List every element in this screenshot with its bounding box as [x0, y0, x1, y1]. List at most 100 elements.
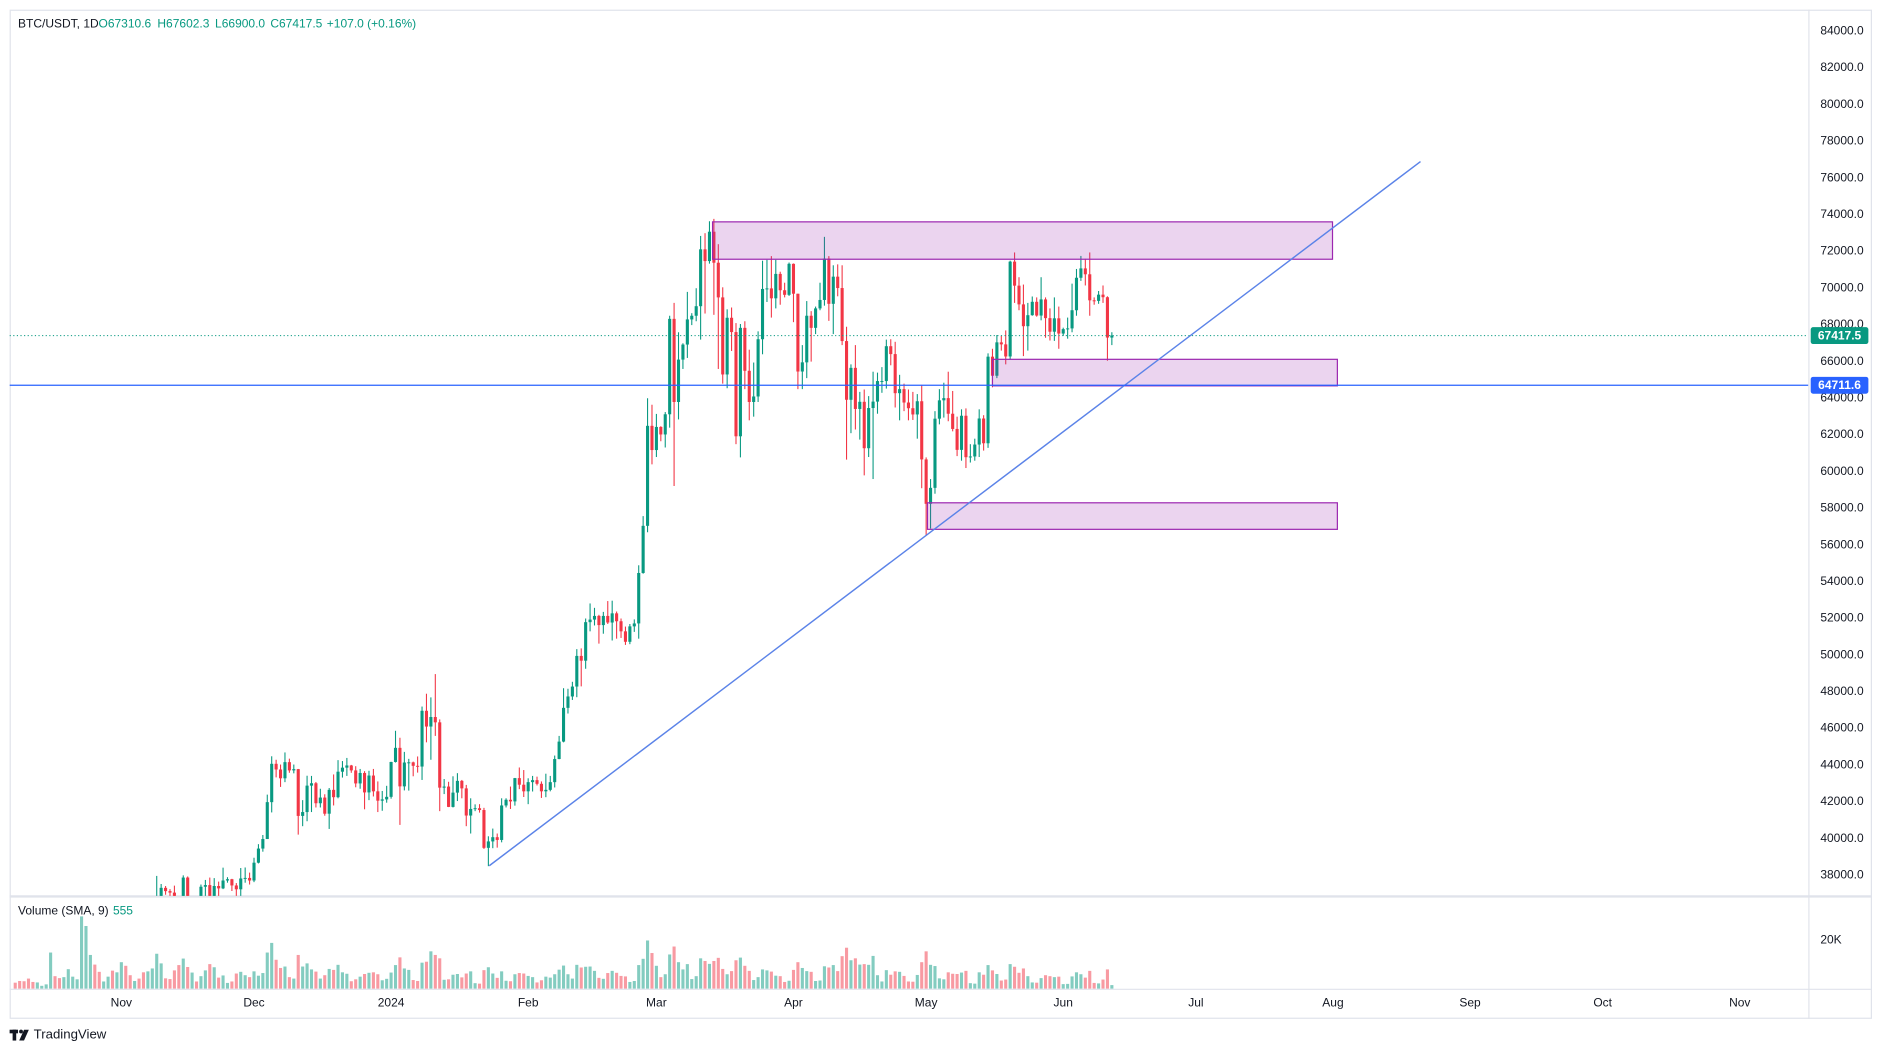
- volume-bar: [712, 960, 716, 989]
- candle-body: [694, 306, 698, 316]
- volume-bar: [929, 964, 933, 989]
- candle-body: [703, 249, 707, 262]
- volume-bar: [862, 964, 866, 989]
- volume-bar: [800, 967, 804, 989]
- volume-bar: [964, 970, 968, 989]
- candle-body: [486, 841, 490, 848]
- candle-body: [535, 780, 539, 784]
- candle-body: [349, 765, 353, 771]
- candle-body: [389, 761, 393, 797]
- volume-bar: [1097, 983, 1101, 989]
- volume-bar: [1052, 977, 1056, 989]
- candle-body: [623, 631, 627, 642]
- candle-body: [641, 525, 645, 573]
- volume-bar: [1043, 975, 1048, 989]
- candle-body: [814, 308, 818, 328]
- volume-bar: [292, 978, 296, 989]
- volume-bar: [309, 969, 314, 989]
- candle-body: [743, 327, 747, 371]
- volume-bar: [654, 965, 658, 989]
- volume-bar: [716, 957, 720, 989]
- volume-bar: [977, 972, 981, 989]
- y-tick-label: 52000.0: [1820, 611, 1864, 625]
- symbol-title: BTC/USDT, 1D: [18, 16, 99, 30]
- candle-body: [725, 317, 729, 375]
- candle-body: [575, 655, 579, 687]
- candle-body: [676, 359, 681, 402]
- candle-body: [270, 763, 274, 803]
- x-tick-label: Oct: [1593, 995, 1612, 1009]
- y-tick-label: 60000.0: [1820, 464, 1864, 478]
- volume-bar: [968, 983, 972, 989]
- candle-body: [968, 456, 972, 458]
- volume-bar: [809, 971, 813, 989]
- y-tick-label: 84000.0: [1820, 24, 1864, 38]
- volume-bar: [168, 979, 172, 989]
- volume-bar: [1092, 982, 1096, 989]
- volume-bar: [278, 967, 283, 989]
- volume-bar: [1008, 964, 1012, 989]
- candle-body: [332, 789, 336, 798]
- change-value: +107.0 (+0.16%): [327, 16, 416, 30]
- volume-bar: [181, 958, 185, 989]
- candle-body: [690, 315, 694, 320]
- volume-bar: [203, 970, 207, 989]
- volume-bar: [35, 982, 39, 989]
- x-tick-label: Jul: [1188, 995, 1203, 1009]
- volume-bar: [1083, 977, 1087, 989]
- candle-body: [371, 775, 375, 792]
- candle-body: [438, 722, 442, 788]
- volume-bar: [822, 966, 826, 989]
- candle-body: [681, 344, 685, 360]
- volume-bar: [141, 972, 146, 989]
- candle-body: [889, 346, 893, 355]
- candle-body: [261, 839, 265, 849]
- y-tick-label: 58000.0: [1820, 501, 1864, 515]
- zone: [711, 221, 1334, 260]
- volume-bar: [1030, 982, 1034, 989]
- volume-bar: [256, 975, 260, 989]
- volume-bar: [844, 947, 849, 989]
- candle-body: [305, 785, 309, 813]
- volume-bar: [995, 974, 999, 989]
- candle-body: [292, 769, 296, 771]
- volume-bar: [769, 971, 773, 989]
- volume-bar: [57, 978, 61, 989]
- volume-bar: [199, 976, 203, 989]
- candle-body: [787, 263, 791, 295]
- candle-body: [1097, 294, 1101, 301]
- candle-body: [553, 759, 557, 783]
- volume-bar: [548, 977, 552, 989]
- candle-body: [685, 319, 689, 345]
- candle-body: [760, 288, 765, 340]
- volume-bar: [407, 969, 411, 989]
- candle-body: [800, 362, 804, 372]
- volume-bar: [491, 973, 495, 989]
- volume-bar: [340, 972, 344, 989]
- candle-body: [248, 877, 252, 881]
- candle-body: [442, 786, 446, 788]
- candle-body: [186, 877, 190, 896]
- volume-bar: [327, 968, 331, 989]
- volume-bar: [371, 972, 375, 989]
- volume-bar: [628, 981, 632, 989]
- candle-body: [721, 297, 725, 375]
- candle-body: [730, 317, 734, 333]
- candle-body: [164, 887, 168, 892]
- horizontal-line-tag: 64711.6: [1818, 378, 1861, 392]
- volume-bar: [420, 962, 424, 989]
- candle-body: [451, 792, 455, 807]
- volume-bar: [504, 980, 508, 989]
- volume-bar: [955, 974, 959, 989]
- candle-body: [592, 615, 597, 620]
- volume-bar: [393, 965, 398, 989]
- candle-body: [831, 276, 835, 304]
- volume-tick-label: 20K: [1820, 933, 1841, 947]
- candle-body: [964, 415, 968, 458]
- volume-bar: [610, 970, 614, 989]
- volume-bar: [84, 926, 88, 989]
- volume-bar: [871, 955, 875, 989]
- candle-body: [650, 425, 654, 451]
- volume-bar: [164, 978, 168, 989]
- candle-body: [199, 886, 203, 896]
